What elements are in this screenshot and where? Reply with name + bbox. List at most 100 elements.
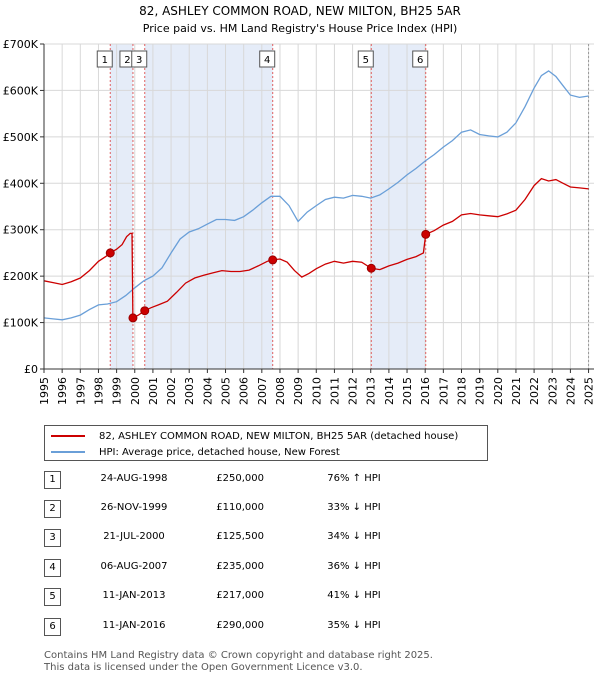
x-tick-label: 1997 <box>74 377 87 405</box>
sale-number: 1 <box>44 471 61 489</box>
footer-attribution: Contains HM Land Registry data © Crown c… <box>44 650 433 674</box>
chart-title: 82, ASHLEY COMMON ROAD, NEW MILTON, BH25… <box>139 4 461 18</box>
sale-number: 6 <box>44 618 61 636</box>
sale-label-box <box>131 50 148 68</box>
sale-label-box <box>357 50 374 68</box>
x-tick-label: 2020 <box>492 377 505 405</box>
x-tick-label: 2007 <box>256 377 269 405</box>
sale-row: 6 11-JAN-2016 £290,000 35% ↓ HPI <box>44 618 444 636</box>
sale-point <box>421 229 431 239</box>
sale-number: 3 <box>44 529 61 547</box>
x-tick-label: 2025 <box>583 377 596 405</box>
x-tick-label: 2005 <box>220 377 233 405</box>
y-tick-label: £200K <box>3 270 39 283</box>
x-tick-label: 2001 <box>147 377 160 405</box>
sale-row: 2 26-NOV-1999 £110,000 33% ↓ HPI <box>44 500 444 518</box>
legend-label-property: 82, ASHLEY COMMON ROAD, NEW MILTON, BH25… <box>99 430 459 442</box>
sale-hpi-diff: 41% ↓ HPI <box>327 590 381 601</box>
series-line-property <box>43 177 589 319</box>
x-tick-label: 2009 <box>292 377 305 405</box>
y-tick-label: £700K <box>3 38 39 51</box>
x-tick-label: 2004 <box>201 377 214 405</box>
sale-price: £125,500 <box>216 531 264 542</box>
sale-label-number: 2 <box>124 55 130 66</box>
x-tick-label: 2021 <box>510 377 523 405</box>
sale-hpi-diff: 36% ↓ HPI <box>327 561 381 572</box>
series-line-hpi <box>43 70 589 321</box>
sale-price: £290,000 <box>216 620 264 631</box>
sale-period-shade <box>144 44 273 369</box>
x-tick-label: 2002 <box>165 377 178 405</box>
sale-date: 11-JAN-2013 <box>102 590 166 601</box>
y-tick-label: £400K <box>3 177 39 190</box>
x-tick-label: 2000 <box>129 377 142 405</box>
legend-swatch-property <box>51 435 85 437</box>
sale-date: 26-NOV-1999 <box>100 502 168 513</box>
sale-point <box>268 255 278 265</box>
x-tick-label: 2014 <box>383 377 396 405</box>
x-tick-label: 1995 <box>38 377 51 405</box>
sale-point <box>105 248 115 258</box>
price-chart: 82, ASHLEY COMMON ROAD, NEW MILTON, BH25… <box>3 4 596 405</box>
y-tick-label: £0 <box>24 363 38 376</box>
chart-legend: 82, ASHLEY COMMON ROAD, NEW MILTON, BH25… <box>44 425 488 461</box>
sale-hpi-diff: 34% ↓ HPI <box>327 531 381 542</box>
x-tick-label: 2019 <box>474 377 487 405</box>
x-tick-label: 2017 <box>437 377 450 405</box>
sale-label-number: 1 <box>102 55 108 66</box>
sale-label-number: 5 <box>363 55 369 66</box>
x-tick-label: 2016 <box>419 377 432 405</box>
x-tick-label: 2023 <box>546 377 559 405</box>
sale-point <box>366 263 376 273</box>
sale-price: £110,000 <box>216 502 264 513</box>
sale-date: 24-AUG-1998 <box>100 473 168 484</box>
y-tick-label: £300K <box>3 224 39 237</box>
legend-entry-hpi: HPI: Average price, detached house, New … <box>51 444 340 460</box>
sale-row: 3 21-JUL-2000 £125,500 34% ↓ HPI <box>44 529 444 547</box>
x-tick-label: 2011 <box>328 377 341 405</box>
sale-label-box <box>259 50 276 68</box>
x-tick-label: 1998 <box>92 377 105 405</box>
sale-row: 5 11-JAN-2013 £217,000 41% ↓ HPI <box>44 588 444 606</box>
sale-price: £250,000 <box>216 473 264 484</box>
sale-label-number: 4 <box>264 55 270 66</box>
sale-hpi-diff: 33% ↓ HPI <box>327 502 381 513</box>
sale-date: 11-JAN-2016 <box>102 620 166 631</box>
legend-entry-property: 82, ASHLEY COMMON ROAD, NEW MILTON, BH25… <box>51 428 458 444</box>
sale-period-shade <box>371 44 426 369</box>
sale-point <box>140 306 150 316</box>
legend-label-hpi: HPI: Average price, detached house, New … <box>99 446 340 458</box>
sale-hpi-diff: 76% ↑ HPI <box>327 473 381 484</box>
x-tick-label: 2008 <box>274 377 287 405</box>
sale-number: 4 <box>44 559 61 577</box>
sale-number: 5 <box>44 588 61 606</box>
sale-label-box <box>96 50 113 68</box>
x-tick-label: 2013 <box>365 377 378 405</box>
x-tick-label: 2018 <box>455 377 468 405</box>
footer-line-licence: This data is licensed under the Open Gov… <box>44 662 363 673</box>
sale-date: 21-JUL-2000 <box>103 531 165 542</box>
sale-price: £235,000 <box>216 561 264 572</box>
y-tick-label: £100K <box>3 317 39 330</box>
sale-row: 4 06-AUG-2007 £235,000 36% ↓ HPI <box>44 559 444 577</box>
x-tick-label: 2012 <box>347 377 360 405</box>
x-tick-label: 1996 <box>56 377 69 405</box>
x-tick-label: 2010 <box>310 377 323 405</box>
sale-label-box <box>412 50 429 68</box>
sale-period-shade <box>110 44 133 369</box>
x-tick-label: 1999 <box>111 377 124 405</box>
x-tick-label: 2003 <box>183 377 196 405</box>
sale-number: 2 <box>44 500 61 518</box>
x-tick-label: 2024 <box>564 377 577 405</box>
sale-hpi-diff: 35% ↓ HPI <box>327 620 381 631</box>
sale-label-number: 3 <box>136 55 142 66</box>
sale-label-number: 6 <box>417 55 423 66</box>
x-tick-label: 2022 <box>528 377 541 405</box>
sale-price: £217,000 <box>216 590 264 601</box>
sale-point <box>128 313 138 323</box>
chart-subtitle: Price paid vs. HM Land Registry's House … <box>143 22 458 35</box>
sale-row: 1 24-AUG-1998 £250,000 76% ↑ HPI <box>44 471 444 489</box>
x-tick-label: 2015 <box>401 377 414 405</box>
y-tick-label: £500K <box>3 131 39 144</box>
footer-line-copyright: Contains HM Land Registry data © Crown c… <box>44 650 433 661</box>
